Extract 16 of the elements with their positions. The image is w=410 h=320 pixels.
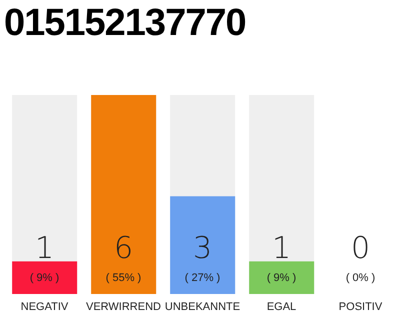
x-tick-label: NEGATIV [20,300,69,313]
data-label: ( 9% ) [266,271,298,286]
data-label: ( 27% ) [184,271,222,286]
annotation: 0 [350,231,372,266]
annotation: 1 [34,231,56,266]
annotation: 3 [192,231,214,266]
data-label: ( 9% ) [28,271,60,286]
x-tick-label: EGAL [266,300,296,313]
data-label: ( 0% ) [344,271,376,286]
x-tick-label: VERWIRREND [86,300,162,313]
data-label: ( 55% ) [104,271,142,286]
annotation: 6 [112,231,134,266]
x-tick-label: UNBEKANNTE [164,300,240,313]
annotation: 1 [270,231,292,266]
chart-title: 015152137770 [4,2,246,45]
x-tick-label: POSITIV [338,300,383,313]
